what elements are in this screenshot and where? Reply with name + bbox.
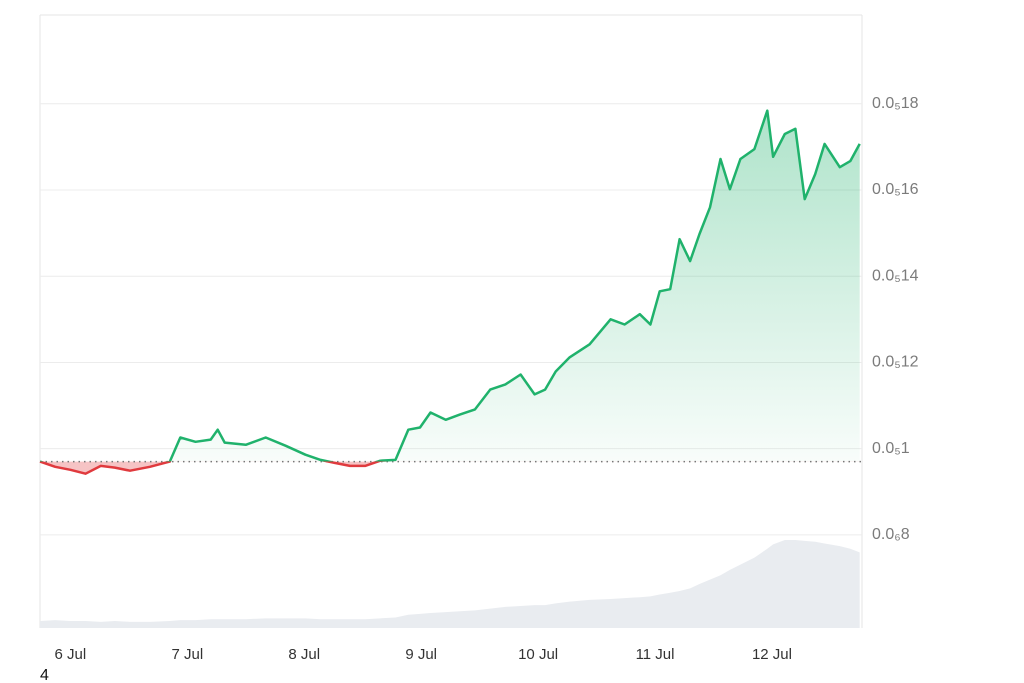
y-tick-label: 0.0₅1	[872, 440, 910, 457]
x-tick-label: 8 Jul	[288, 646, 320, 663]
x-tick-label: 12 Jul	[752, 646, 792, 663]
x-tick-label: 7 Jul	[171, 646, 203, 663]
x-tick-label: 10 Jul	[518, 646, 558, 663]
x-tick-label: 9 Jul	[405, 646, 437, 663]
y-tick-label: 0.0₅12	[872, 354, 919, 371]
y-tick-label: 0.0₅14	[872, 267, 919, 284]
x-tick-label: 6 Jul	[55, 646, 87, 663]
x-tick-label: 11 Jul	[636, 646, 675, 663]
y-tick-label: 0.0₅18	[872, 95, 919, 112]
y-tick-label: 0.0₅16	[872, 181, 919, 198]
y-tick-label: 0.0₆8	[872, 526, 910, 543]
footnote: 4	[40, 667, 49, 683]
price-line	[39, 109, 861, 475]
price-area	[40, 110, 860, 474]
volume-area	[40, 540, 860, 628]
